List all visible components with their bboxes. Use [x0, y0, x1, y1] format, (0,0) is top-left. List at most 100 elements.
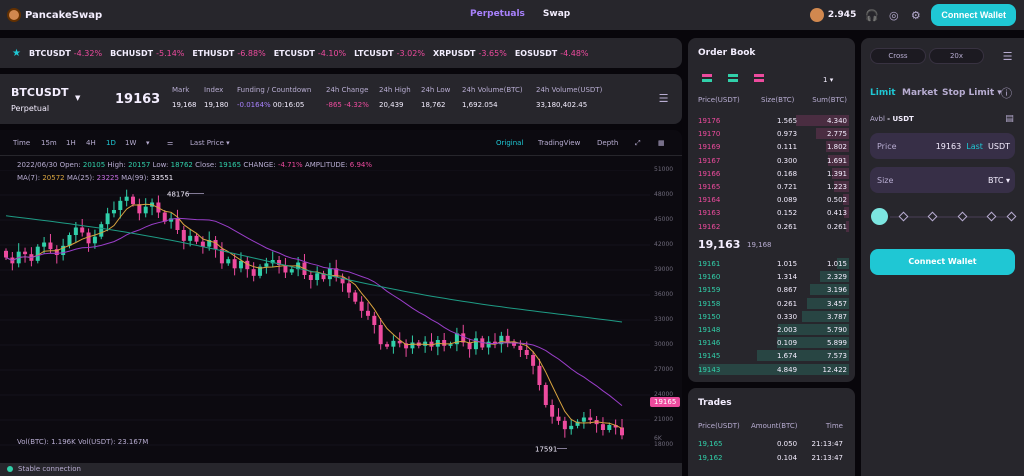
bid-row[interactable]: 19145 1.674 7.573	[688, 349, 855, 362]
view-depth[interactable]: Depth	[597, 139, 619, 147]
tf-time[interactable]: Time	[13, 139, 31, 147]
size-slider[interactable]	[870, 208, 1017, 226]
order-sum: 0.502	[826, 196, 847, 205]
ask-row[interactable]: 19170 0.973 2.775	[688, 127, 855, 140]
ticker-item[interactable]: ETCUSDT -4.10%	[273, 48, 347, 58]
ask-row[interactable]: 19167 0.300 1.691	[688, 154, 855, 167]
y-axis-tick: 18000	[654, 441, 674, 448]
layout-grid-icon[interactable]: ▦	[658, 139, 665, 147]
order-size: 0.721	[777, 183, 798, 191]
settings-sliders-icon[interactable]: ☰	[658, 92, 669, 105]
tf-1h[interactable]: 1H	[66, 139, 76, 147]
ticker-item[interactable]: EOSUSDT -4.48%	[514, 48, 589, 58]
bid-row[interactable]: 19159 0.867 3.196	[688, 283, 855, 296]
order-size: 0.973	[777, 130, 798, 139]
trades-header-amount: Amount(BTC)	[751, 422, 798, 430]
connect-wallet-button[interactable]: Connect Wallet	[931, 4, 1016, 26]
pancakeswap-logo[interactable]: PancakeSwap	[7, 8, 102, 22]
ask-row[interactable]: 19176 1.565 4.340	[688, 114, 855, 127]
book-both-view-icon[interactable]	[702, 74, 714, 85]
connection-status-text: Stable connection	[18, 465, 81, 473]
nav-perpetuals[interactable]: Perpetuals	[470, 9, 525, 19]
order-size: 0.168	[777, 169, 798, 178]
view-original[interactable]: Original	[496, 139, 524, 147]
order-book-panel: Order Book 1 ▾ Price(USDT) Size(BTC) Sum…	[688, 38, 855, 382]
fullscreen-icon[interactable]: ⤢	[635, 139, 641, 147]
book-bids-view-icon[interactable]	[728, 74, 740, 85]
ticker-item[interactable]: LTCUSDT -3.02%	[354, 48, 425, 58]
candle	[467, 342, 472, 350]
margin-mode-button[interactable]: Cross	[870, 48, 926, 64]
ticker-item[interactable]: ETHUSDT -6.88%	[192, 48, 266, 58]
bid-row[interactable]: 19146 0.109 5.899	[688, 336, 855, 349]
candle	[251, 269, 256, 276]
nav-swap[interactable]: Swap	[542, 9, 571, 19]
candle	[531, 355, 536, 366]
order-sum: 3.457	[826, 299, 847, 308]
candle	[569, 425, 574, 430]
caret-down-icon[interactable]: ▼	[75, 94, 81, 102]
calculator-icon[interactable]: ▤	[1005, 114, 1014, 124]
view-tradingview[interactable]: TradingView	[538, 139, 581, 147]
stat-mark: Mark 19,168	[172, 86, 197, 109]
ohlc-readout: 2022/06/30 Open: 20105 High: 20157 Low: …	[17, 161, 373, 169]
depth-select[interactable]: 1 ▾	[823, 76, 834, 84]
y-axis-tick: 36000	[654, 291, 674, 298]
order-price: 19166	[698, 169, 721, 178]
order-price: 19150	[698, 312, 721, 321]
ticker-item[interactable]: BCHUSDT -5.14%	[110, 48, 185, 58]
candle	[4, 250, 8, 258]
tf-4h[interactable]: 4H	[86, 139, 96, 147]
order-price: 19167	[698, 156, 721, 165]
gear-icon[interactable]: ⚙	[910, 8, 921, 22]
cake-token-icon	[809, 8, 824, 22]
ticker-item[interactable]: BTCUSDT -4.32%	[28, 48, 103, 58]
tf-15m[interactable]: 15m	[41, 139, 57, 147]
indicator-sliders-icon[interactable]: ⚌	[167, 139, 174, 147]
bid-row[interactable]: 19150 0.330 3.787	[688, 310, 855, 323]
tf-1w[interactable]: 1W	[125, 139, 137, 147]
bid-row[interactable]: 19160 1.314 2.329	[688, 270, 855, 283]
price-input[interactable]: Price 19163 Last USDT	[870, 133, 1015, 159]
bid-row[interactable]: 19148 2.003 5.790	[688, 323, 855, 336]
ask-row[interactable]: 19162 0.261 0.261	[688, 220, 855, 233]
headset-icon[interactable]: 🎧	[865, 8, 880, 22]
globe-icon[interactable]: ◎	[889, 8, 899, 22]
order-sum: 0.261	[826, 222, 847, 231]
connect-wallet-order-button[interactable]: Connect Wallet	[870, 249, 1015, 275]
tab-market[interactable]: Market	[902, 88, 938, 98]
tf-1d[interactable]: 1D	[106, 139, 116, 147]
book-asks-view-icon[interactable]	[754, 74, 766, 85]
pair-selector[interactable]: BTCUSDT	[11, 86, 69, 99]
ticker-item[interactable]: XRPUSDT -3.65%	[432, 48, 507, 58]
bid-row[interactable]: 19143 4.849 12.422	[688, 363, 855, 376]
candle	[397, 340, 402, 344]
info-icon[interactable]: ⓘ	[1001, 87, 1012, 100]
cake-price-badge[interactable]: 2.945	[809, 8, 856, 22]
candle	[162, 212, 167, 222]
ask-row[interactable]: 19163 0.152 0.413	[688, 206, 855, 219]
ask-row[interactable]: 19164 0.089 0.502	[688, 193, 855, 206]
size-input[interactable]: Size BTC ▾	[870, 167, 1015, 193]
bunny-slider-handle-icon[interactable]	[871, 208, 888, 225]
ask-row[interactable]: 19166 0.168 1.391	[688, 167, 855, 180]
ask-row[interactable]: 19165 0.721 1.223	[688, 180, 855, 193]
order-settings-icon[interactable]: ☰	[1002, 50, 1013, 63]
order-price: 19160	[698, 273, 721, 282]
tab-stop-limit[interactable]: Stop Limit ▾	[942, 88, 1002, 98]
favorites-star-icon[interactable]: ★	[12, 47, 21, 59]
ma-readout: MA(7): 20572 MA(25): 23225 MA(99): 33551	[17, 174, 174, 182]
tf-more-caret-icon[interactable]: ▾	[146, 139, 150, 147]
trades-header-time: Time	[825, 422, 843, 430]
order-sum: 1.802	[826, 143, 847, 152]
bid-row[interactable]: 19158 0.261 3.457	[688, 297, 855, 310]
size-unit-select[interactable]: BTC ▾	[987, 176, 1010, 185]
ask-row[interactable]: 19169 0.111 1.802	[688, 140, 855, 153]
price-type-select[interactable]: Last Price ▾	[190, 139, 230, 147]
order-price: 19145	[698, 352, 721, 361]
order-price: 19164	[698, 196, 721, 205]
tab-limit[interactable]: Limit	[870, 88, 896, 98]
bid-row[interactable]: 19161 1.015 1.015	[688, 257, 855, 270]
leverage-button[interactable]: 20x	[929, 48, 984, 64]
candlestick-chart[interactable]: 48176 17591	[0, 170, 650, 470]
